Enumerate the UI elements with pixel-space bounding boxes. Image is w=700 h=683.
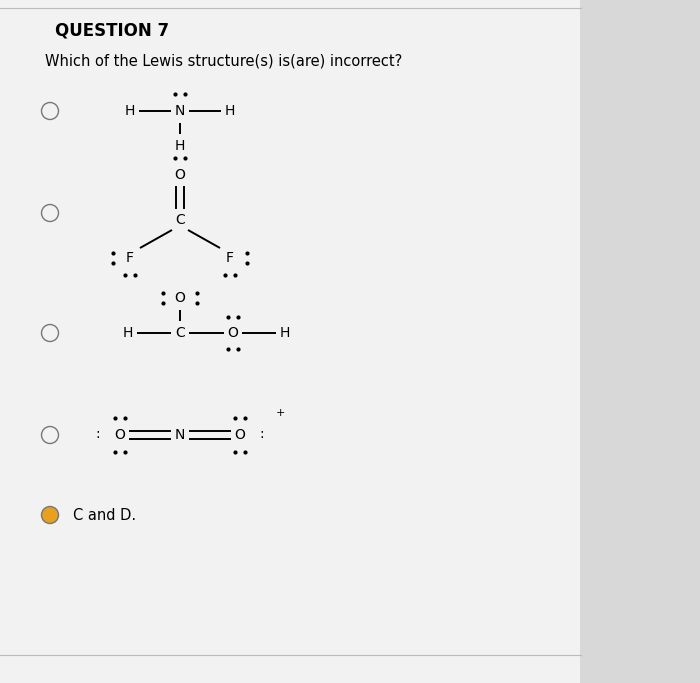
Text: Which of the Lewis structure(s) is(are) incorrect?: Which of the Lewis structure(s) is(are) … (45, 53, 402, 68)
Text: O: O (174, 291, 186, 305)
Text: C and D.: C and D. (73, 507, 136, 522)
Bar (0, 0, 580, 683)
Text: H: H (225, 104, 235, 118)
Text: N: N (175, 104, 186, 118)
Text: F: F (226, 251, 234, 265)
Text: H: H (280, 326, 290, 340)
Text: F: F (126, 251, 134, 265)
Text: O: O (115, 428, 125, 442)
Text: N: N (175, 428, 186, 442)
Text: H: H (175, 139, 186, 153)
Text: O: O (174, 168, 186, 182)
Text: QUESTION 7: QUESTION 7 (55, 21, 169, 39)
Text: H: H (125, 104, 135, 118)
Text: :: : (260, 427, 265, 441)
Text: O: O (228, 326, 239, 340)
Text: +: + (275, 408, 285, 418)
Circle shape (41, 507, 59, 523)
Text: :: : (96, 427, 100, 441)
Text: O: O (234, 428, 246, 442)
Text: H: H (122, 326, 133, 340)
Text: C: C (175, 213, 185, 227)
Text: C: C (175, 326, 185, 340)
